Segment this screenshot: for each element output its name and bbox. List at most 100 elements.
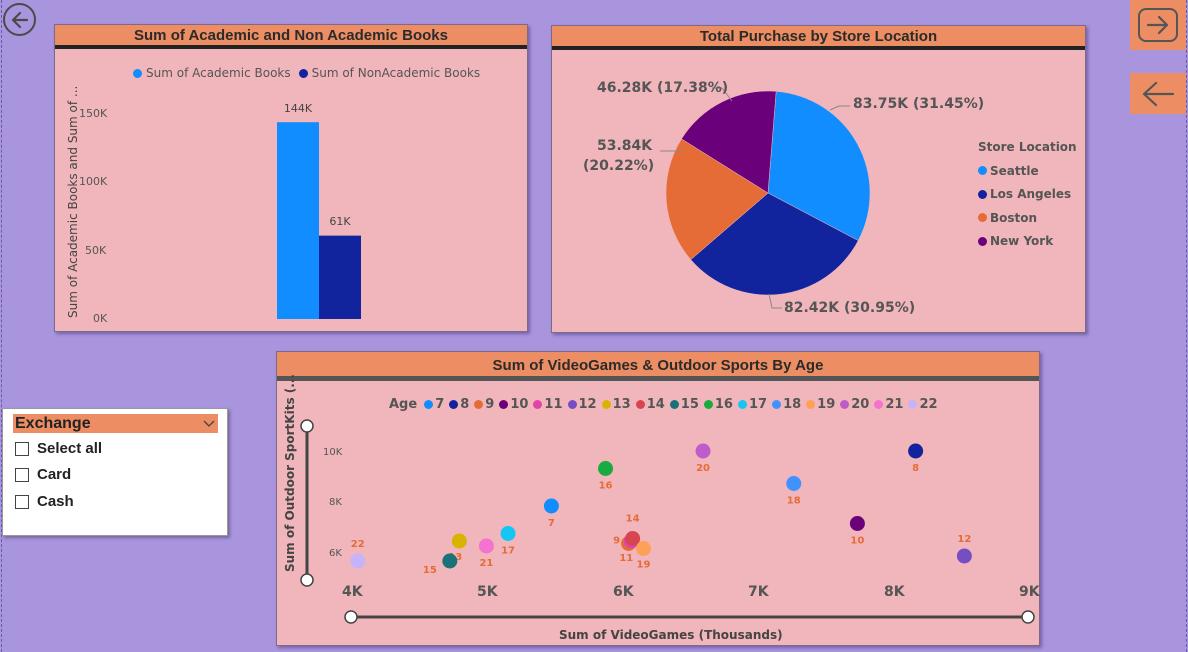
y-range-slider-handle[interactable] xyxy=(300,419,314,433)
scatter-point-label: 14 xyxy=(626,514,640,525)
scatter-point-age-13[interactable] xyxy=(451,533,467,549)
back-button[interactable] xyxy=(1130,73,1186,114)
scatter-xtick: 5K xyxy=(477,584,498,600)
exchange-slicer: Exchange Select all Card Cash xyxy=(2,408,228,536)
scatter-xtick: 7K xyxy=(748,584,769,600)
age-legend-item-22[interactable]: 22 xyxy=(908,397,938,412)
scatter-point-age-22[interactable] xyxy=(350,553,366,569)
scatter-point-label: 7 xyxy=(548,518,555,529)
back-circle-button[interactable] xyxy=(3,3,36,36)
scatter-point-age-14[interactable] xyxy=(625,531,641,546)
arrow-left-circle-icon xyxy=(11,11,28,28)
slicer-item-label: Select all xyxy=(37,440,103,457)
bar-data-label: 61K xyxy=(329,215,351,228)
scatter-xtick: 9K xyxy=(1019,584,1040,600)
age-legend-item-10[interactable]: 10 xyxy=(499,397,528,412)
scatter-point-age-12[interactable] xyxy=(956,548,972,564)
scatter-point-age-10[interactable] xyxy=(849,516,865,531)
age-legend-item-7[interactable]: 7 xyxy=(424,397,444,412)
books-bar-chart-panel: Sum of Academic and Non Academic Books S… xyxy=(54,24,528,332)
store-legend-title: Store Location xyxy=(978,140,1077,154)
pie-slice-seattle[interactable] xyxy=(767,91,871,241)
scatter-point-label: 22 xyxy=(351,539,365,550)
slicer-item-label: Card xyxy=(37,466,72,483)
legend-new-york: New York xyxy=(978,230,1071,254)
checkbox[interactable] xyxy=(15,494,29,509)
scatter-point-label: 9 xyxy=(613,536,620,547)
scatter-point-age-19[interactable] xyxy=(635,541,651,556)
legend-academic: Sum of Academic Books xyxy=(146,66,291,80)
arrow-left-icon xyxy=(1142,81,1175,106)
legend-boston: Boston xyxy=(978,206,1071,230)
age-legend-item-12[interactable]: 12 xyxy=(567,397,597,412)
scatter-point-label: 19 xyxy=(637,560,651,571)
pie-slice-new-york[interactable] xyxy=(681,90,777,194)
scatter-point-age-16[interactable] xyxy=(598,461,614,476)
age-legend-item-13[interactable]: 13 xyxy=(601,397,631,412)
scatter-point-age-7[interactable] xyxy=(543,498,559,514)
age-legend-item-8[interactable]: 8 xyxy=(449,397,469,412)
age-legend-item-16[interactable]: 16 xyxy=(703,397,733,412)
age-legend-item-15[interactable]: 15 xyxy=(669,397,699,412)
age-legend-item-11[interactable]: 11 xyxy=(533,397,563,412)
pie-leader-line-new-york xyxy=(712,87,733,102)
pie-leader-line-seattle xyxy=(829,105,850,111)
arrow-right-box-icon xyxy=(1146,15,1169,35)
scatter-point-label: 21 xyxy=(479,558,493,569)
scatter-point-label: 20 xyxy=(696,463,710,474)
age-legend-item-21[interactable]: 21 xyxy=(874,397,903,412)
pie-slice-boston[interactable] xyxy=(665,138,769,260)
scatter-point-label: 17 xyxy=(501,546,515,557)
scatter-point-label: 10 xyxy=(850,536,864,547)
scatter-point-label: 16 xyxy=(599,481,613,492)
scatter-point-age-21[interactable] xyxy=(478,538,494,554)
books-ytick: 50K xyxy=(85,244,107,257)
chevron-down-icon[interactable] xyxy=(203,420,215,428)
scatter-point-label: 8 xyxy=(912,463,919,474)
scatter-ytick: 6K xyxy=(329,548,342,559)
scatter-point-age-18[interactable] xyxy=(786,476,802,491)
y-range-slider-handle[interactable] xyxy=(300,573,314,587)
age-legend-item-14[interactable]: 14 xyxy=(635,397,665,412)
x-range-slider-handle[interactable] xyxy=(344,610,358,624)
forward-button[interactable] xyxy=(1130,0,1186,50)
bar-data-label: 144K xyxy=(283,102,313,115)
bar-sum-of-academic-books[interactable] xyxy=(277,122,319,319)
scatter-point-age-20[interactable] xyxy=(695,443,711,459)
pie-label-boston-pct: (20.22%) xyxy=(583,158,655,174)
books-ytick: 150K xyxy=(79,107,108,120)
store-legend: Seattle Los Angeles Boston New York xyxy=(978,159,1071,253)
pie-slice-los-angeles[interactable] xyxy=(690,192,859,296)
bar-sum-of-nonacademic-books[interactable] xyxy=(319,235,361,319)
exchange-slicer-header[interactable]: Exchange xyxy=(13,414,218,433)
pie-label-la: 82.42K (30.95%) xyxy=(784,300,916,316)
x-range-slider-handle[interactable] xyxy=(1021,610,1035,624)
scatter-x-axis-label: Sum of VideoGames (Thousands) xyxy=(559,628,783,642)
pie-label-boston: 53.84K xyxy=(597,138,653,154)
legend-nonacademic: Sum of NonAcademic Books xyxy=(311,66,481,80)
age-legend-item-19[interactable]: 19 xyxy=(806,397,835,412)
books-ytick: 0K xyxy=(93,312,108,325)
checkbox[interactable] xyxy=(15,441,29,456)
slicer-item-label: Cash xyxy=(37,493,74,510)
slicer-item-select-all[interactable]: Select all xyxy=(15,440,102,457)
exchange-slicer-title: Exchange xyxy=(15,415,91,432)
store-chart-title: Total Purchase by Store Location xyxy=(552,26,1085,50)
age-legend-item-18[interactable]: 18 xyxy=(772,397,801,412)
age-legend-item-9[interactable]: 9 xyxy=(474,397,494,412)
scatter-point-label: 15 xyxy=(423,565,437,576)
scatter-point-age-17[interactable] xyxy=(500,526,516,541)
slicer-item-cash[interactable]: Cash xyxy=(15,493,74,510)
slicer-item-card[interactable]: Card xyxy=(15,466,71,483)
scatter-point-age-15[interactable] xyxy=(442,553,458,569)
books-ytick: 100K xyxy=(79,175,108,188)
age-legend-title: Age xyxy=(389,397,418,412)
pie-label-ny: 46.28K (17.38%) xyxy=(597,80,729,96)
scatter-ytick: 8K xyxy=(329,497,342,508)
checkbox[interactable] xyxy=(15,467,29,482)
books-legend: Sum of Academic Books Sum of NonAcademic… xyxy=(133,66,480,80)
scatter-xtick: 8K xyxy=(884,584,905,600)
scatter-point-age-8[interactable] xyxy=(908,443,924,459)
age-legend-item-20[interactable]: 20 xyxy=(840,397,869,412)
age-legend-item-17[interactable]: 17 xyxy=(737,397,767,412)
